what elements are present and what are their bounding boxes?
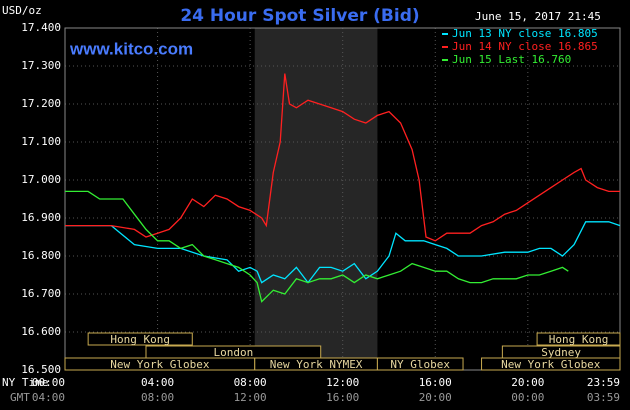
y-tick-label: 17.400: [21, 21, 61, 34]
x-tick-label: 08:00: [234, 376, 267, 389]
session-box: [376, 357, 464, 371]
series-line: [65, 190, 569, 303]
y-unit: USD/oz: [2, 4, 42, 17]
y-tick-label: 17.100: [21, 135, 61, 148]
session-box: [87, 332, 193, 346]
x-tick-label: 16:00: [419, 376, 452, 389]
session-label: Hong Kong: [549, 333, 609, 346]
y-tick-label: 17.000: [21, 173, 61, 186]
session-label: London: [213, 346, 253, 359]
x-tick-label: 23:59: [587, 376, 620, 389]
x2-tick-label: 12:00: [234, 391, 267, 404]
x-tick-label: 00:00: [32, 376, 65, 389]
x-tick-label: 04:00: [141, 376, 174, 389]
y-tick-label: 17.300: [21, 59, 61, 72]
y-tick-label: 16.600: [21, 325, 61, 338]
session-box: [481, 357, 621, 371]
y-tick-label: 17.200: [21, 97, 61, 110]
legend-label: Jun 13 NY close 16.805: [452, 27, 598, 40]
x-tick-label: 20:00: [511, 376, 544, 389]
y-tick-label: 16.900: [21, 211, 61, 224]
x2-tick-label: 08:00: [141, 391, 174, 404]
session-label: Sydney: [541, 346, 581, 359]
session-label: New York Globex: [501, 358, 601, 371]
x-tick-label: 12:00: [326, 376, 359, 389]
watermark: www.kitco.com: [69, 39, 193, 58]
series-line: [65, 73, 620, 242]
session-label: New York NYMEX: [270, 358, 363, 371]
session-box: [536, 332, 621, 346]
session-label: NY Globex: [390, 358, 450, 371]
x2-row-label: GMT: [10, 391, 30, 404]
legend-label: Jun 14 NY close 16.865: [452, 40, 598, 53]
x2-tick-label: 16:00: [326, 391, 359, 404]
y-tick-label: 16.500: [21, 363, 61, 376]
session-label: New York Globex: [110, 358, 210, 371]
legend-label: Jun 15 Last 16.760: [452, 53, 571, 66]
highlight-band: [254, 28, 378, 370]
x-row-label: NY Time: [2, 376, 48, 389]
x2-tick-label: 03:59: [587, 391, 620, 404]
x2-tick-label: 20:00: [419, 391, 452, 404]
y-tick-label: 16.800: [21, 249, 61, 262]
chart-title: 24 Hour Spot Silver (Bid): [180, 6, 419, 26]
timestamp: June 15, 2017 21:45: [475, 10, 601, 23]
x2-tick-label: 04:00: [32, 391, 65, 404]
x2-tick-label: 00:00: [511, 391, 544, 404]
session-label: Hong Kong: [110, 333, 170, 346]
y-tick-label: 16.700: [21, 287, 61, 300]
